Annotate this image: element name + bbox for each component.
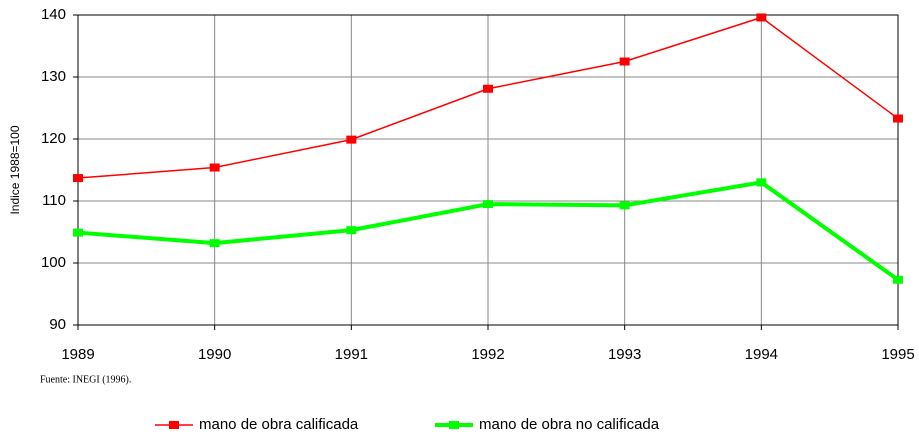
- x-tick-label: 1991: [335, 346, 368, 363]
- x-tick-label: 1992: [471, 346, 504, 363]
- point-marker: [73, 228, 83, 237]
- x-tick-label: 1995: [881, 346, 914, 363]
- y-tick-label: 140: [41, 6, 66, 23]
- source-note: Fuente: INEGI (1996).: [40, 374, 131, 385]
- legend-label: mano de obra no calificada: [479, 416, 660, 433]
- y-tick-label: 130: [41, 68, 66, 85]
- point-marker: [209, 239, 220, 248]
- x-tick-label: 1989: [61, 346, 94, 363]
- legend-marker: [169, 421, 179, 429]
- y-axis-label: Indice 1988=100: [8, 125, 22, 214]
- point-marker: [483, 200, 493, 209]
- point-marker: [346, 226, 357, 235]
- y-tick-label: 90: [49, 316, 66, 333]
- x-tick-label: 1993: [608, 346, 641, 363]
- point-marker: [209, 163, 220, 172]
- y-tick-label: 120: [41, 130, 66, 147]
- point-marker: [756, 178, 767, 187]
- point-marker: [346, 135, 357, 144]
- point-marker: [73, 174, 83, 183]
- x-tick-label: 1994: [745, 346, 778, 363]
- point-marker: [483, 84, 493, 93]
- point-marker: [619, 57, 630, 66]
- point-marker: [619, 201, 630, 210]
- plot-frame: [77, 14, 899, 326]
- point-marker: [893, 114, 903, 123]
- legend-label: mano de obra calificada: [199, 416, 359, 433]
- legend-marker: [449, 421, 459, 429]
- y-tick-label: 100: [41, 254, 66, 271]
- point-marker: [893, 275, 903, 284]
- y-tick-label: 110: [42, 192, 66, 209]
- point-marker: [756, 13, 767, 22]
- x-tick-label: 1990: [198, 346, 231, 363]
